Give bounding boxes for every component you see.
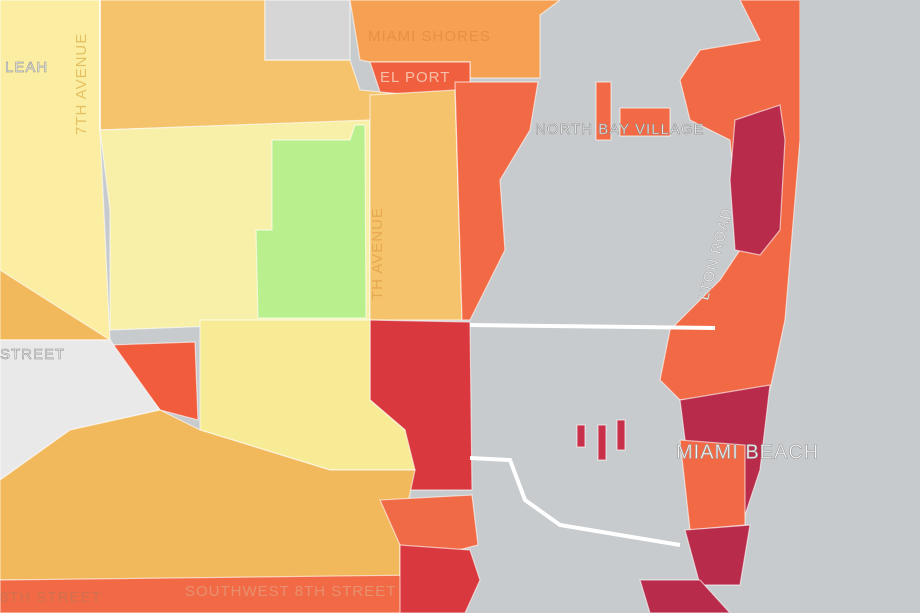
region: [616, 419, 626, 451]
region: [659, 0, 801, 401]
region: [619, 107, 671, 137]
ocean: [800, 0, 920, 613]
region: [595, 81, 612, 141]
region: [255, 124, 367, 319]
place-label: MIAMI SHORES: [368, 28, 491, 45]
region: [597, 424, 607, 461]
street-label: 8TH STREET: [0, 589, 102, 606]
street-label: STREET: [0, 346, 65, 363]
place-label: MIAMI BEACH: [676, 441, 819, 463]
region: [639, 579, 731, 613]
place-label: LEAH: [5, 59, 48, 76]
place-label: NORTH BAY VILLAGE: [535, 121, 705, 138]
region: [729, 104, 786, 256]
region: [684, 524, 751, 586]
street-label: SOUTHWEST 8TH STREET: [185, 583, 396, 600]
region: [399, 544, 481, 613]
causeway: [469, 323, 716, 330]
region: [0, 0, 111, 341]
regions: [0, 0, 801, 613]
region: [576, 424, 586, 448]
region: [264, 0, 351, 61]
region: [454, 81, 539, 321]
causeway: [469, 456, 681, 547]
street-label: 7TH AVENUE: [73, 33, 90, 135]
street-label: TH AVENUE: [369, 207, 386, 300]
region: [0, 574, 421, 613]
place-label: EL PORT: [380, 69, 450, 86]
